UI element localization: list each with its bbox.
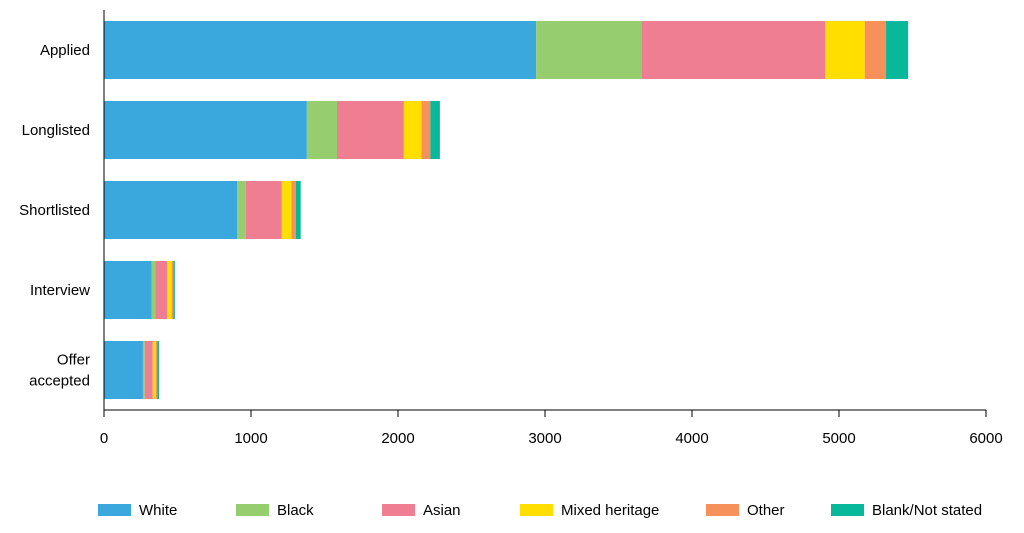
bar-other-interview — [171, 261, 174, 319]
bar-other-longlisted — [421, 101, 431, 159]
legend-item-white: White — [98, 502, 177, 519]
x-tick-label: 4000 — [675, 430, 708, 447]
bar-asian-offer-accepted — [144, 341, 153, 399]
x-tick-label: 2000 — [381, 430, 414, 447]
legend-swatch — [706, 504, 739, 516]
bar-other-offer-accepted — [155, 341, 158, 399]
bar-other-shortlisted — [291, 181, 296, 239]
category-label-applied: Applied — [40, 42, 90, 59]
bar-asian-interview — [155, 261, 168, 319]
bar-black-longlisted — [306, 101, 337, 159]
legend-label: Asian — [423, 502, 461, 519]
bar-blank-not-stated-applied — [886, 21, 909, 79]
legend-label: Mixed heritage — [561, 502, 659, 519]
bar-white-applied — [104, 21, 537, 79]
bar-blank-not-stated-longlisted — [430, 101, 440, 159]
category-label-offer-accepted: Offer accepted — [29, 352, 90, 390]
y-labels-group: Applied Longlisted Shortlisted Interview Off… — [19, 42, 90, 390]
bar-blank-not-stated-interview — [173, 261, 175, 319]
bar-black-interview — [151, 261, 156, 319]
x-tick-label: 0 — [100, 430, 108, 447]
bar-blank-not-stated-offer-accepted — [157, 341, 159, 399]
bar-mixed-heritage-applied — [825, 21, 865, 79]
x-tick-label: 3000 — [528, 430, 561, 447]
bar-black-applied — [536, 21, 642, 79]
bar-black-offer-accepted — [142, 341, 145, 399]
legend-item-asian: Asian — [382, 502, 461, 519]
x-ticks-group: 0 1000 2000 3000 4000 5000 6000 — [100, 410, 1003, 447]
bar-white-offer-accepted — [104, 341, 143, 399]
bar-asian-applied — [641, 21, 826, 79]
bar-white-shortlisted — [104, 181, 238, 239]
bar-mixed-heritage-offer-accepted — [152, 341, 156, 399]
legend-swatch — [98, 504, 131, 516]
x-tick-label: 5000 — [822, 430, 855, 447]
category-label-shortlisted: Shortlisted — [19, 202, 90, 219]
bar-asian-longlisted — [336, 101, 404, 159]
legend-item-mixed-heritage: Mixed heritage — [520, 502, 659, 519]
bar-white-interview — [104, 261, 152, 319]
legend-item-blank-not-stated: Blank/Not stated — [831, 502, 982, 519]
legend: White Black Asian Mixed heritage Other Blank/… — [98, 502, 982, 519]
legend-swatch — [382, 504, 415, 516]
bar-other-applied — [864, 21, 887, 79]
bar-mixed-heritage-interview — [167, 261, 172, 319]
bar-mixed-heritage-longlisted — [403, 101, 422, 159]
category-label-longlisted: Longlisted — [22, 122, 90, 139]
x-tick-label: 1000 — [234, 430, 267, 447]
legend-label: White — [139, 502, 177, 519]
bar-asian-shortlisted — [245, 181, 282, 239]
bar-mixed-heritage-shortlisted — [281, 181, 292, 239]
legend-swatch — [831, 504, 864, 516]
legend-item-black: Black — [236, 502, 314, 519]
legend-swatch — [520, 504, 553, 516]
bar-white-longlisted — [104, 101, 307, 159]
legend-label: Other — [747, 502, 785, 519]
legend-label: Blank/Not stated — [872, 502, 982, 519]
category-label-interview: Interview — [30, 282, 90, 299]
bars-group — [104, 21, 909, 399]
legend-swatch — [236, 504, 269, 516]
legend-label: Black — [277, 502, 314, 519]
legend-item-other: Other — [706, 502, 785, 519]
bar-black-shortlisted — [237, 181, 246, 239]
x-tick-label: 6000 — [969, 430, 1002, 447]
bar-blank-not-stated-shortlisted — [295, 181, 301, 239]
